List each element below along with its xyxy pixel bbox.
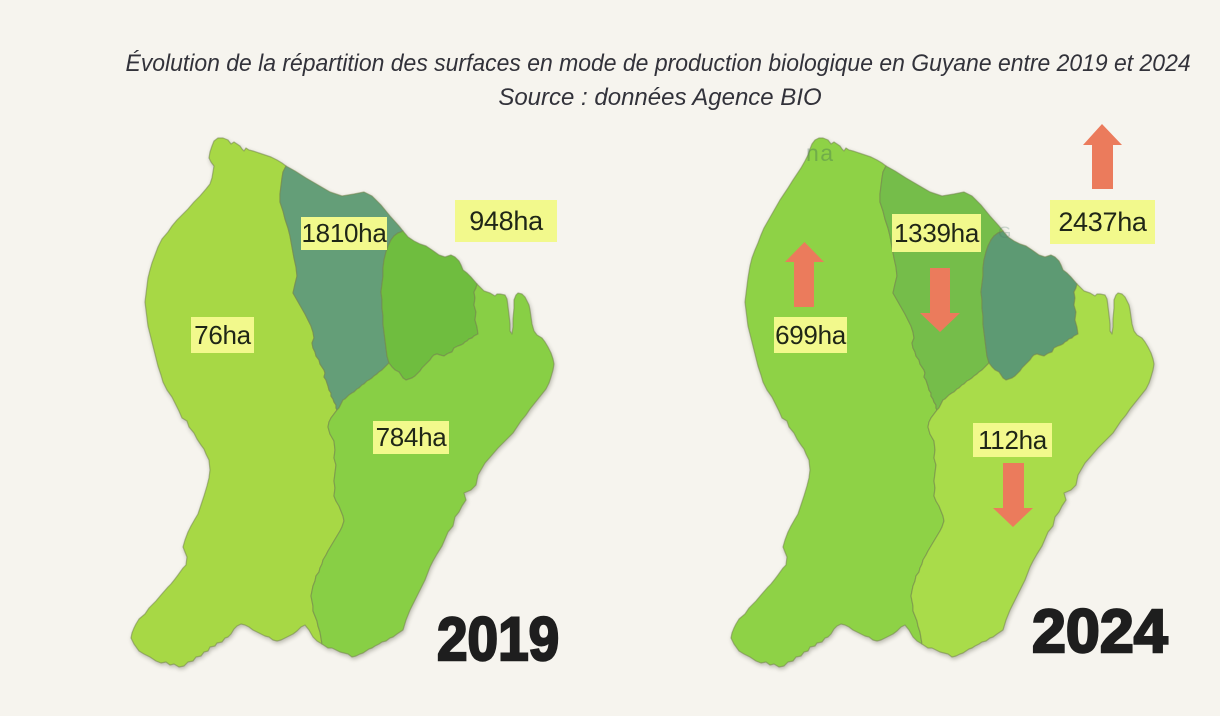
svg-text:G: G	[998, 223, 1011, 242]
svg-text:na: na	[806, 140, 835, 166]
